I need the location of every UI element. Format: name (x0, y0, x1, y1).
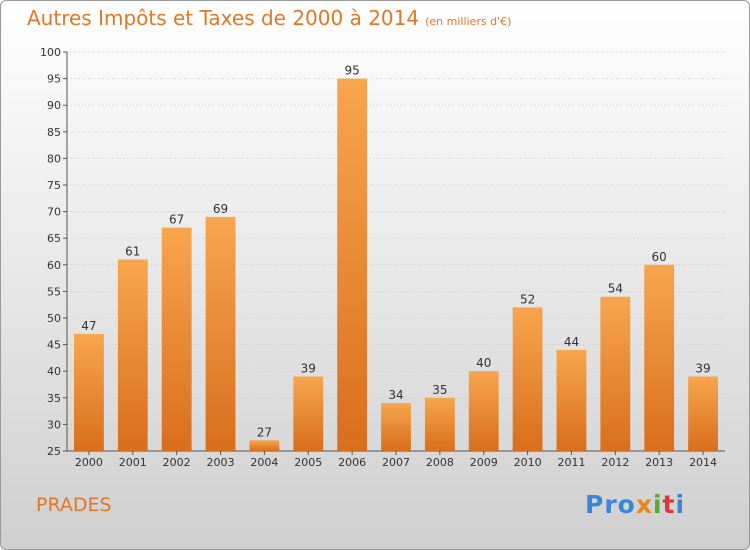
y-tick-label: 90 (47, 99, 61, 112)
y-tick-label: 50 (47, 312, 61, 325)
x-tick-label: 2002 (163, 456, 191, 469)
x-tick-label: 2001 (119, 456, 147, 469)
x-tick-label: 2013 (645, 456, 673, 469)
y-tick-label: 45 (47, 339, 61, 352)
chart-title-text: Autres Impôts et Taxes de 2000 à 2014 (27, 6, 420, 30)
bar-2008 (424, 397, 455, 451)
bar-2013 (644, 264, 675, 451)
bar-2007 (381, 403, 411, 451)
bar-2002 (161, 227, 192, 451)
y-tick-label: 85 (47, 126, 61, 139)
data-label-2002: 67 (169, 213, 184, 227)
x-tick-label: 2009 (470, 456, 498, 469)
bar-2004 (249, 440, 280, 451)
data-label-2014: 39 (695, 362, 710, 376)
data-label-2010: 52 (520, 292, 535, 306)
y-tick-label: 75 (47, 179, 61, 192)
place-name: PRADES (36, 494, 112, 516)
data-label-2003: 69 (213, 202, 228, 216)
x-tick-label: 2011 (557, 456, 585, 469)
data-label-2007: 34 (388, 388, 403, 402)
data-label-2008: 35 (432, 383, 447, 397)
x-tick-label: 2000 (75, 456, 103, 469)
bar-2003 (205, 216, 236, 451)
y-tick-label: 65 (47, 232, 61, 245)
y-tick-label: 70 (47, 206, 61, 219)
data-label-2006: 95 (344, 64, 359, 78)
y-tick-label: 35 (47, 392, 61, 405)
chart-title: Autres Impôts et Taxes de 2000 à 2014 (en… (27, 6, 511, 30)
bar-2001 (117, 259, 148, 451)
data-label-2005: 39 (301, 362, 316, 376)
y-tick-label: 95 (47, 73, 61, 86)
chart-unit-note: (en milliers d'€) (425, 15, 512, 28)
x-tick-label: 2003 (207, 456, 235, 469)
data-label-2009: 40 (476, 356, 491, 370)
x-tick-label: 2006 (338, 456, 366, 469)
proxiti-logo: Proxiti (585, 490, 686, 519)
bar-2000 (74, 333, 104, 451)
x-tick-label: 2007 (382, 456, 410, 469)
data-labels: 47 61 67 69 27 39 95 34 35 40 52 44 54 60 39 (81, 64, 710, 440)
x-tick-label: 2010 (514, 456, 542, 469)
data-label-2000: 47 (81, 319, 96, 333)
x-tick-label: 2008 (426, 456, 454, 469)
data-label-2011: 44 (564, 335, 579, 349)
y-tick-label: 80 (47, 152, 61, 165)
bar-2012 (600, 296, 631, 451)
data-label-2001: 61 (125, 244, 140, 258)
x-tick-label: 2004 (250, 456, 278, 469)
bar-2005 (293, 376, 324, 451)
x-tick-label: 2005 (294, 456, 322, 469)
y-tick-label: 25 (47, 445, 61, 458)
y-tick-label: 30 (47, 418, 61, 431)
data-label-2004: 27 (257, 425, 272, 439)
x-tick-label: 2012 (601, 456, 629, 469)
x-tick-label: 2014 (689, 456, 717, 469)
data-label-2013: 60 (652, 250, 667, 264)
axes: 25 30 35 40 45 50 55 60 65 70 75 80 85 90 95 100 2000 200… (40, 46, 725, 469)
bars (74, 78, 718, 451)
y-tick-label: 40 (47, 365, 61, 378)
bar-2009 (468, 371, 499, 451)
bar-2014 (688, 376, 718, 451)
y-tick-label: 100 (40, 46, 61, 59)
y-tick-label: 60 (47, 259, 61, 272)
bar-2011 (556, 349, 587, 451)
data-label-2012: 54 (608, 282, 623, 296)
bar-2010 (512, 307, 543, 451)
y-tick-label: 55 (47, 285, 61, 298)
bar-2006 (337, 78, 368, 451)
